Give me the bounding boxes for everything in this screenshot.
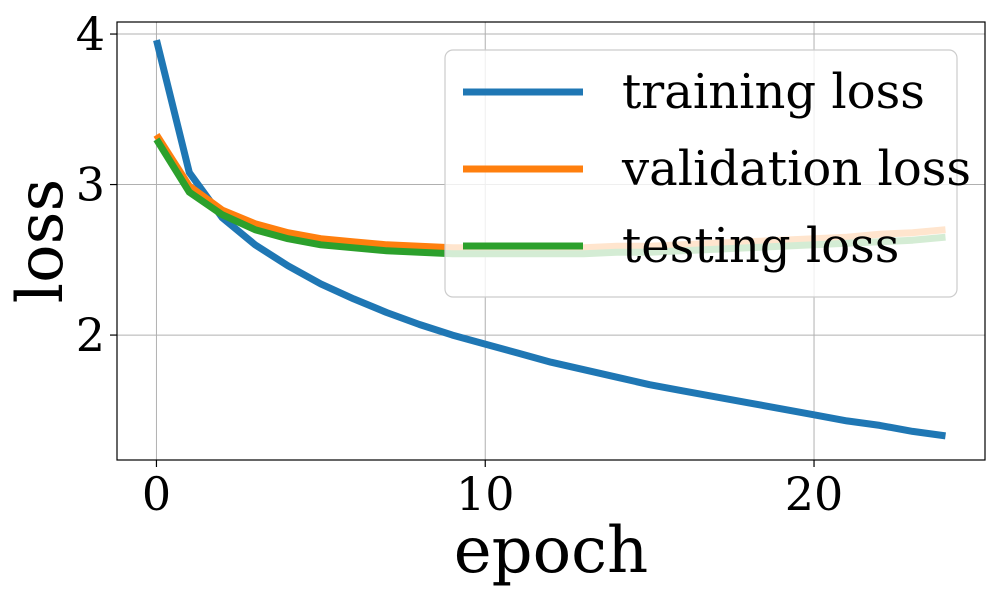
legend-label-3: testing loss: [622, 218, 899, 274]
y-axis-title: loss: [4, 179, 78, 304]
y-tick-label: 2: [76, 308, 105, 362]
x-tick-label: 0: [142, 467, 171, 521]
legend: training loss validation loss testing loss: [444, 49, 971, 298]
y-tick-label: 4: [76, 7, 105, 61]
y-tick-label: 3: [76, 158, 105, 212]
series-line-1: [153, 39, 946, 440]
plot-frame: [116, 21, 986, 461]
tick-labels: 0 10 20 2 3 4: [76, 7, 844, 521]
legend-label-2: validation loss: [621, 141, 971, 197]
legend-label-1: training loss: [622, 64, 925, 120]
tick-marks: [110, 33, 815, 467]
x-tick-label: 20: [785, 467, 844, 521]
legend-box: [444, 49, 958, 298]
x-axis-title: epoch: [454, 514, 648, 588]
x-tick-label: 10: [456, 467, 515, 521]
